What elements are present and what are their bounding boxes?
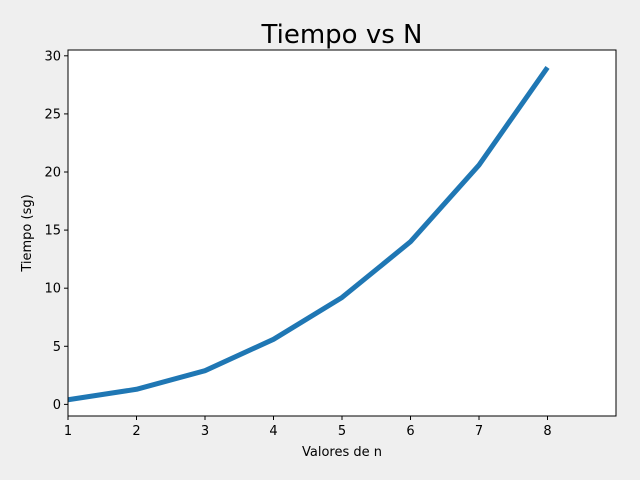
x-tick-label: 3 (201, 424, 209, 439)
series-line (67, 65, 550, 403)
y-tick-label: 10 (44, 282, 61, 297)
y-tick-label: 5 (53, 340, 61, 355)
x-tick-label: 4 (269, 424, 277, 439)
ticks-layer: 1 2 3 4 5 6 7 8 0 5 10 15 20 25 30 (44, 49, 551, 439)
x-tick-label: 2 (132, 424, 140, 439)
x-tick-label: 8 (543, 424, 551, 439)
y-tick-label: 15 (44, 224, 61, 239)
x-axis-label: Valores de n (302, 445, 382, 460)
chart-title: Tiempo vs N (261, 20, 423, 50)
series-layer (67, 65, 550, 403)
x-tick-label: 5 (338, 424, 346, 439)
plot-area (68, 50, 616, 416)
y-tick-label: 30 (44, 49, 61, 64)
x-tick-label: 7 (475, 424, 483, 439)
y-axis-label: Tiempo (sg) (20, 194, 35, 272)
plot-frame (67, 49, 617, 417)
y-tick-label: 25 (44, 107, 61, 122)
y-tick-label: 0 (53, 398, 61, 413)
x-tick-label: 1 (64, 424, 72, 439)
y-tick-label: 20 (44, 166, 61, 181)
x-tick-label: 6 (406, 424, 414, 439)
